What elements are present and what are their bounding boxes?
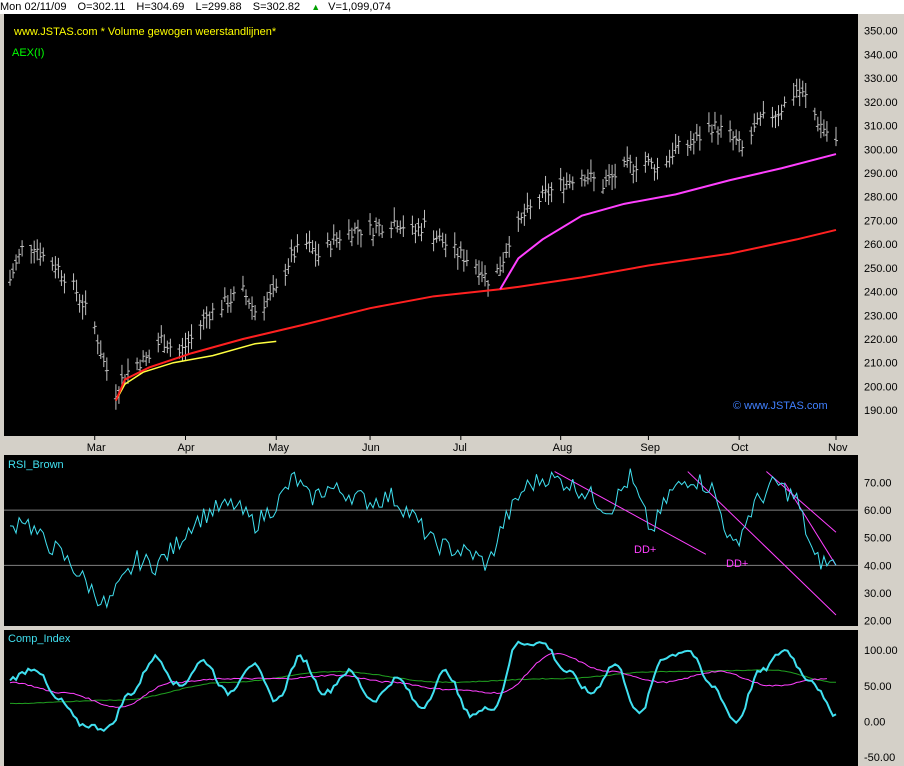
watermark: © www.JSTAS.com	[733, 400, 828, 412]
price-tick-label: 280.00	[864, 192, 898, 204]
rsi-y-axis: 70.00 60.00 50.00 40.00 30.00 20.00	[864, 478, 892, 628]
rsi-tick-label: 50.00	[864, 533, 892, 545]
status-close: S=302.82	[252, 1, 301, 13]
price-tick-label: 230.00	[864, 310, 898, 322]
rsi-line	[9, 468, 837, 610]
price-header: www.JSTAS.com * Volume gewogen weerstand…	[13, 26, 277, 38]
month-label: Apr	[177, 442, 194, 454]
red-vwap-line	[114, 228, 837, 402]
rsi-grid	[4, 509, 858, 566]
magenta-vwap-line	[499, 153, 837, 290]
price-tick-label: 220.00	[864, 334, 898, 346]
rsi-tick-label: 70.00	[864, 478, 892, 490]
status-date: Mon 02/11/09	[0, 1, 67, 13]
price-tick-label: 300.00	[864, 144, 898, 156]
yellow-vwap-line	[115, 340, 277, 402]
price-panel[interactable]	[4, 14, 858, 436]
price-tick-label: 250.00	[864, 263, 898, 275]
rsi-trendline	[554, 471, 707, 555]
up-triangle-icon: ▲	[311, 2, 321, 12]
rsi-tick-label: 30.00	[864, 588, 892, 600]
rsi-annotation-2: DD+	[726, 558, 748, 570]
comp-green-line	[9, 669, 837, 705]
comp-tick-label: -50.00	[864, 752, 895, 764]
comp-cyan-line	[9, 640, 837, 733]
comp-title: Comp_Index	[8, 633, 71, 645]
month-label: Oct	[731, 442, 748, 454]
price-tick-label: 320.00	[864, 97, 898, 109]
price-y-axis: 350.00 340.00 330.00 320.00 310.00 300.00 290.…	[864, 26, 898, 417]
price-tick-label: 290.00	[864, 168, 898, 180]
comp-y-axis: 100.00 50.00 0.00 -50.00	[864, 645, 898, 764]
comp-tick-label: 100.00	[864, 645, 898, 657]
rsi-annotation-1: DD+	[634, 544, 656, 556]
price-tick-label: 330.00	[864, 73, 898, 85]
price-tick-label: 240.00	[864, 287, 898, 299]
month-label: Nov	[828, 442, 848, 454]
rsi-trendline	[766, 471, 837, 533]
comp-tick-label: 0.00	[864, 716, 885, 728]
rsi-trendline	[687, 471, 837, 616]
status-bar: Mon 02/11/09 O=302.11 H=304.69 L=299.88 …	[0, 0, 904, 14]
status-open: O=302.11	[77, 1, 126, 13]
month-label: Jul	[453, 442, 467, 454]
month-label: Aug	[553, 442, 573, 454]
comp-tick-label: 50.00	[864, 681, 892, 693]
symbol-label: AEX(I)	[12, 47, 44, 59]
price-tick-label: 260.00	[864, 239, 898, 251]
status-high: H=304.69	[136, 1, 185, 13]
price-tick-label: 190.00	[864, 405, 898, 417]
rsi-title: RSI_Brown	[8, 459, 64, 471]
month-label: Sep	[640, 442, 660, 454]
price-tick-label: 340.00	[864, 49, 898, 61]
price-tick-label: 210.00	[864, 358, 898, 370]
rsi-panel[interactable]	[4, 455, 858, 626]
price-tick-label: 200.00	[864, 381, 898, 393]
status-low: L=299.88	[195, 1, 242, 13]
status-volume: V=1,099,074	[328, 1, 391, 13]
month-label: May	[268, 442, 289, 454]
price-tick-label: 310.00	[864, 121, 898, 133]
rsi-tick-label: 20.00	[864, 615, 892, 627]
month-label: Jun	[362, 442, 380, 454]
price-bars	[8, 78, 838, 410]
month-axis: Mar Apr May Jun Jul Aug Sep Oct Nov	[87, 436, 848, 454]
price-tick-label: 350.00	[864, 26, 898, 38]
rsi-tick-label: 60.00	[864, 505, 892, 517]
month-label: Mar	[87, 442, 106, 454]
price-tick-label: 270.00	[864, 215, 898, 227]
rsi-tick-label: 40.00	[864, 560, 892, 572]
comp-magenta-line	[9, 652, 827, 708]
chart-area[interactable]: www.JSTAS.com * Volume gewogen weerstand…	[0, 14, 904, 766]
